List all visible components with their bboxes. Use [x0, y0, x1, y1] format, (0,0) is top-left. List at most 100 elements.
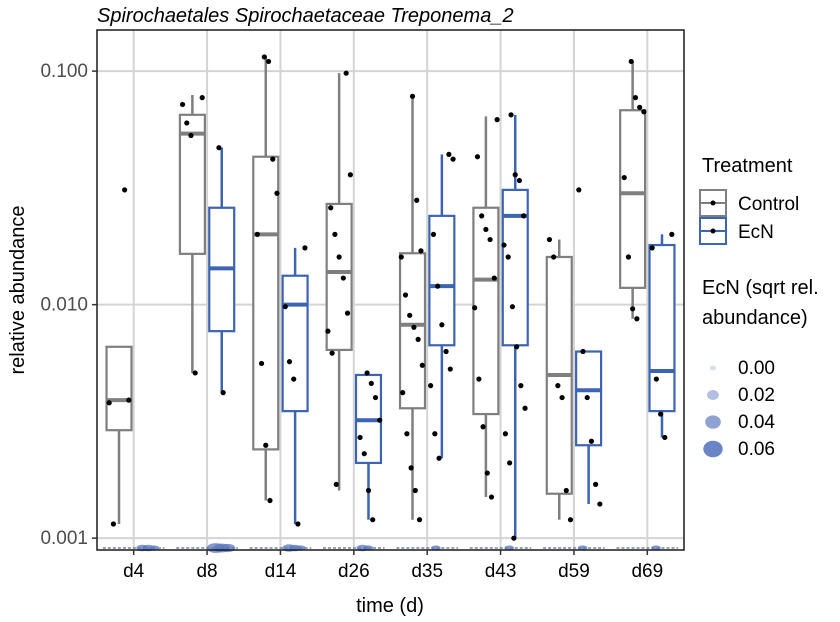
data-point: [584, 394, 590, 401]
data-point: [365, 487, 372, 494]
data-point: [340, 275, 346, 281]
data-point: [302, 245, 308, 251]
legend-size-title-line2: abundance): [702, 307, 808, 329]
data-point: [295, 521, 301, 527]
data-point: [333, 481, 339, 487]
data-point: [258, 360, 265, 367]
box: [472, 206, 500, 416]
data-point: [407, 312, 413, 318]
data-point: [521, 213, 527, 219]
data-point: [483, 226, 489, 233]
data-point: [265, 58, 272, 65]
size-legend-key: [703, 440, 723, 458]
x-tick-label: d35: [411, 561, 443, 582]
data-point: [267, 497, 273, 504]
x-tick-label: d43: [485, 561, 517, 582]
x-axis-title: time (d): [356, 595, 424, 617]
data-point: [398, 254, 404, 260]
x-tick-label: d69: [631, 561, 663, 582]
data-point: [404, 431, 410, 437]
legend-size-label-2: 0.04: [738, 412, 775, 433]
data-point: [347, 172, 353, 178]
data-point: [179, 101, 186, 108]
data-point: [282, 304, 288, 310]
data-point: [634, 316, 640, 322]
data-point: [522, 405, 528, 411]
data-point: [546, 236, 553, 243]
data-point: [488, 494, 495, 500]
data-point: [494, 117, 500, 123]
data-point: [507, 460, 513, 466]
size-legend-key: [705, 415, 721, 429]
y-axis-title: relative abundance: [7, 205, 29, 374]
data-point: [188, 132, 194, 139]
data-point: [657, 411, 664, 417]
legend-size-label-0: 0.00: [738, 358, 775, 379]
gridlines: [97, 30, 684, 550]
data-point: [192, 370, 198, 376]
x-tick-label: d4: [123, 561, 145, 582]
data-point: [368, 380, 374, 387]
data-point: [414, 197, 420, 203]
data-point: [357, 434, 363, 441]
x-tick-label: d14: [265, 561, 297, 582]
data-point: [344, 310, 351, 316]
data-point: [408, 465, 414, 471]
x-tick-label: d59: [558, 561, 590, 582]
data-point: [508, 112, 514, 118]
plot-panel: [97, 30, 684, 550]
data-point: [336, 254, 342, 260]
data-point: [110, 521, 116, 527]
data-point: [418, 248, 424, 254]
box: [398, 252, 427, 410]
data-point: [254, 231, 260, 237]
box: [325, 202, 353, 352]
data-point: [400, 390, 406, 396]
legend-size-keys: [703, 365, 723, 458]
data-point: [632, 95, 639, 101]
data-point: [419, 362, 425, 368]
control-series: [105, 54, 647, 527]
data-point: [329, 350, 335, 356]
data-point: [126, 397, 132, 403]
data-point: [563, 487, 569, 494]
chart-title: Spirochaetales Spirochaetaceae Treponema…: [97, 5, 514, 27]
data-point: [199, 95, 205, 101]
legend-size-title-line1: EcN (sqrt rel.: [702, 277, 819, 299]
data-point: [430, 231, 437, 237]
box: [178, 113, 206, 255]
data-point: [621, 174, 627, 181]
data-point: [502, 431, 509, 437]
data-point: [402, 292, 409, 298]
x-tick-label: d8: [196, 561, 217, 582]
y-tick-label: 0.100: [40, 61, 88, 82]
data-point: [450, 156, 456, 162]
data-point: [411, 324, 417, 330]
legend-key-ecn: [699, 217, 727, 245]
data-point: [416, 517, 423, 523]
data-point: [505, 254, 511, 260]
data-point: [641, 109, 647, 115]
size-mark: [220, 543, 236, 553]
y-tick-label: 0.010: [40, 295, 88, 316]
plot-border: [96, 29, 685, 551]
data-point: [669, 231, 675, 237]
data-point: [576, 187, 582, 193]
data-point: [106, 400, 112, 406]
data-point: [436, 455, 442, 461]
data-point: [325, 328, 331, 334]
data-point: [274, 190, 280, 196]
data-point: [270, 156, 276, 162]
data-point: [364, 370, 370, 376]
data-point: [439, 322, 445, 328]
data-point: [580, 348, 586, 355]
data-point: [372, 394, 379, 401]
ecn-series: [208, 112, 676, 541]
data-point: [516, 177, 523, 184]
data-point: [343, 70, 349, 76]
box: [252, 155, 280, 451]
data-point: [662, 434, 668, 441]
data-point: [328, 205, 334, 211]
data-point: [435, 283, 441, 289]
legend-treatment-title: Treatment: [702, 155, 793, 177]
